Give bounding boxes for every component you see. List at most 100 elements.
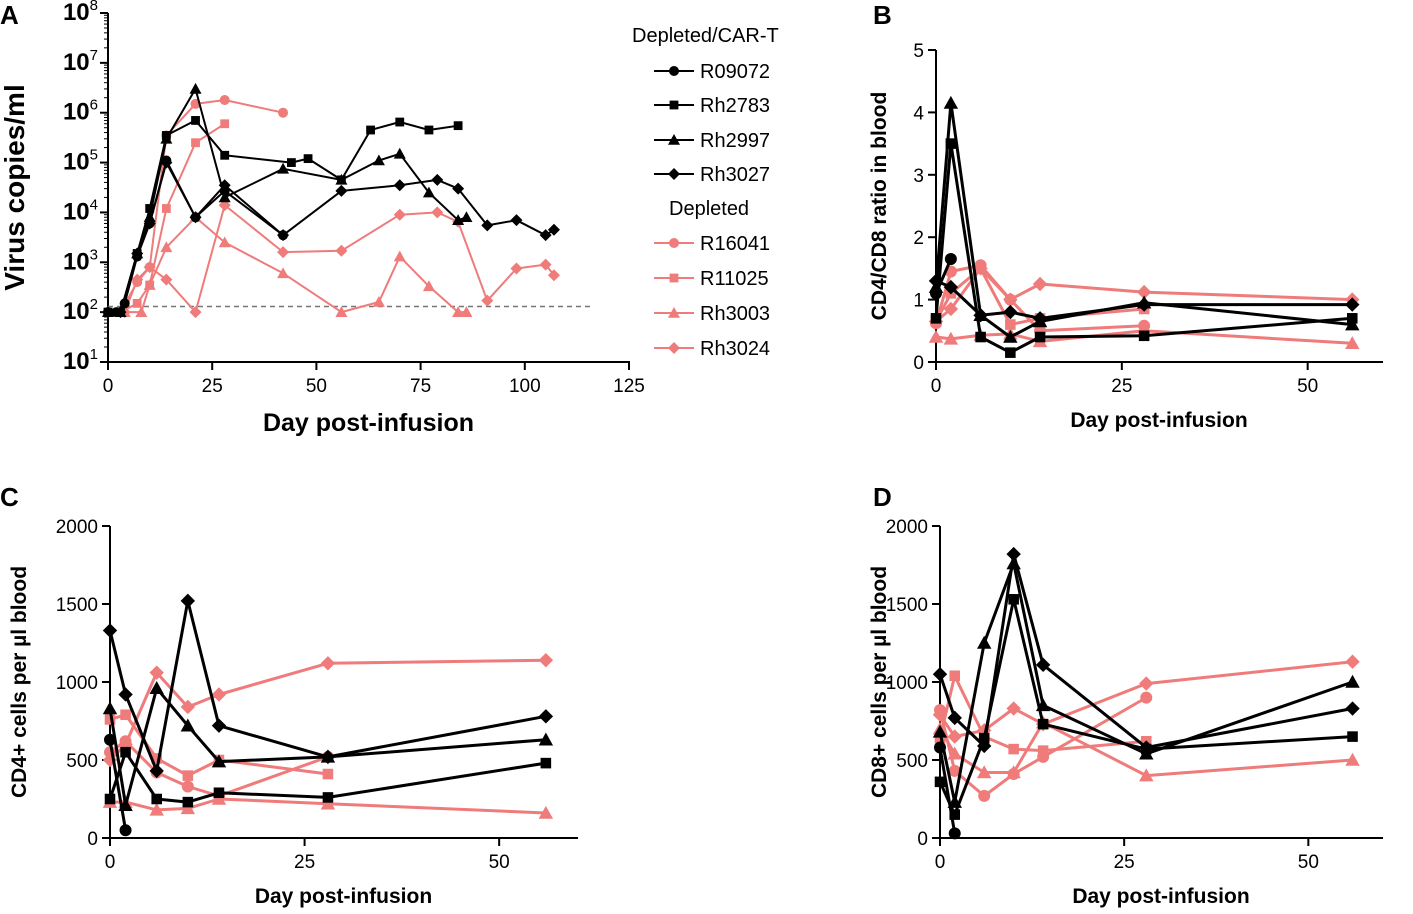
panel-d-point-r16041 bbox=[948, 764, 961, 777]
panel-b-x-tick-label: 0 bbox=[931, 376, 942, 397]
panel-c-x-axis-title: Day post-infusion bbox=[255, 885, 432, 908]
panel-c-point-r11025 bbox=[322, 768, 334, 780]
panel-d-point-r16041 bbox=[978, 789, 991, 802]
panel-d-point-rh2997 bbox=[947, 794, 962, 808]
panel-c-point-rh2783 bbox=[120, 746, 131, 758]
panel-a-point-r16041 bbox=[219, 94, 230, 105]
panel-d-y-tick-label: 0 bbox=[917, 829, 928, 850]
panel-a-x-tick-label: 50 bbox=[306, 376, 327, 397]
panel-a-x-tick-label: 25 bbox=[202, 376, 223, 397]
panel-a-y-tick-label: 106 bbox=[63, 97, 98, 126]
panel-a-point-rh2997 bbox=[422, 186, 435, 198]
panel-d-point-rh3027 bbox=[932, 667, 948, 682]
legend-symbol-r09072-marker bbox=[669, 66, 679, 76]
panel-c-point-rh3003 bbox=[149, 802, 164, 816]
panel-c-point-rh2997 bbox=[180, 718, 196, 732]
panel-a-y-tick-label: 104 bbox=[63, 196, 98, 225]
panel-c-series-rh2783 bbox=[104, 746, 552, 808]
panel-a-series-rh3027 bbox=[102, 156, 560, 319]
panel-c-point-rh3003 bbox=[211, 791, 227, 805]
panel-a-point-rh3027 bbox=[143, 217, 156, 230]
panel-d-point-rh2997 bbox=[932, 724, 948, 738]
panel-d-point-rh3003 bbox=[977, 765, 992, 779]
panel-a-point-r11025 bbox=[161, 204, 171, 213]
panel-a-point-rh3027 bbox=[510, 214, 523, 227]
panel-b-point-rh3003 bbox=[1345, 336, 1360, 350]
panel-b-point-rh3024 bbox=[1136, 284, 1152, 300]
panel-c-x-tick-label: 50 bbox=[489, 852, 510, 873]
panel-d-line-r16041 bbox=[938, 696, 1148, 798]
panel-c-line-rh2997 bbox=[108, 686, 547, 807]
legend-symbol-rh3027-marker bbox=[668, 168, 680, 180]
panel-c-point-rh3027 bbox=[118, 687, 133, 702]
panel-a-point-rh3027 bbox=[539, 229, 552, 242]
panel-a-point-rh3024 bbox=[160, 273, 173, 286]
panel-d-point-rh3024 bbox=[932, 707, 948, 722]
panel-c-point-rh2783 bbox=[182, 796, 194, 808]
panel-c-point-rh3024 bbox=[538, 652, 554, 668]
panel-c-point-rh3024 bbox=[149, 665, 164, 680]
panel-a-y-tick-label: 101 bbox=[63, 346, 98, 375]
panel-b-y-tick-label: 3 bbox=[913, 166, 924, 187]
panel-c-y-tick-label: 0 bbox=[87, 829, 98, 850]
panel-c-point-r16041 bbox=[181, 780, 194, 793]
panel-a-point-rh3003 bbox=[372, 295, 385, 307]
panel-b-point-rh2997 bbox=[1345, 317, 1360, 331]
legend-symbol-r11025-marker bbox=[669, 273, 679, 283]
panel-a-series-r11025 bbox=[103, 119, 230, 317]
panel-a-point-rh2783 bbox=[145, 204, 155, 213]
panel-c-y-axis-title: CD4+ cells per µl blood bbox=[8, 566, 31, 798]
panel-a-y-tick-label: 102 bbox=[63, 296, 98, 325]
panel-a-point-rh2997 bbox=[372, 154, 385, 166]
panel-c-y-tick-label: 1000 bbox=[56, 673, 98, 694]
panel-d-point-r09072 bbox=[948, 827, 961, 840]
panel-b-point-rh3027 bbox=[928, 273, 944, 289]
panel-c-point-r11025 bbox=[182, 770, 194, 781]
legend-label-rh2783: Rh2783 bbox=[700, 95, 770, 117]
panel-c-x-tick-label: 0 bbox=[105, 852, 116, 873]
panel-a-point-rh3003 bbox=[277, 267, 290, 279]
panel-b-point-r09072 bbox=[944, 253, 957, 266]
panel-d-point-rh2783 bbox=[1347, 731, 1358, 742]
legend-label-rh3027: Rh3027 bbox=[700, 164, 770, 186]
legend-symbol-r16041-marker bbox=[669, 238, 679, 248]
panel-c-point-rh2997 bbox=[149, 681, 164, 694]
panel-a-line-rh2783 bbox=[108, 119, 459, 314]
panel-c-point-rh2783 bbox=[151, 793, 162, 805]
panel-a-point-rh2997 bbox=[143, 211, 156, 223]
panel-a-y-tick-label: 107 bbox=[63, 47, 98, 76]
panel-b-point-rh3027 bbox=[1003, 304, 1018, 320]
panel-a-point-rh3024 bbox=[431, 206, 444, 219]
panel-a-point-rh3027 bbox=[218, 179, 231, 192]
panel-c-point-r11025 bbox=[151, 753, 162, 764]
panel-d-point-rh3024 bbox=[1006, 701, 1021, 716]
legend-symbol-rh3024-marker bbox=[668, 342, 680, 354]
panel-a-point-rh3027 bbox=[393, 179, 406, 192]
panel-a-x-axis-title: Day post-infusion bbox=[263, 409, 474, 437]
panel-d-x-axis-title: Day post-infusion bbox=[1072, 885, 1249, 908]
panel-b-y-tick-label: 5 bbox=[913, 41, 924, 62]
panel-d-point-rh3027 bbox=[1139, 740, 1154, 755]
panel-c-x-tick-label: 25 bbox=[294, 852, 315, 873]
panel-c-point-rh2997 bbox=[538, 732, 554, 746]
panel-a-point-rh3024 bbox=[547, 269, 560, 282]
panel-c-point-rh2783 bbox=[213, 787, 225, 799]
panel-c-series-rh3027 bbox=[102, 593, 554, 779]
panel-d-point-r11025 bbox=[1037, 745, 1049, 756]
panel-d-y-tick-label: 1500 bbox=[886, 595, 928, 616]
legend-label-rh3003: Rh3003 bbox=[700, 303, 770, 325]
panel-d-point-rh2783 bbox=[949, 809, 961, 820]
panel-d-point-rh2997 bbox=[1035, 698, 1051, 712]
panel-a-y-tick-label: 103 bbox=[63, 246, 98, 275]
panel-d-series-rh3027 bbox=[932, 546, 1360, 755]
panel-d-point-rh3024 bbox=[947, 729, 962, 744]
panel-a-y-axis-title: Virus copies/ml bbox=[0, 84, 30, 290]
panel-c-series-r09072 bbox=[104, 733, 132, 837]
panel-c-point-rh2783 bbox=[104, 793, 116, 805]
panel-a-point-rh3024 bbox=[539, 258, 552, 271]
panel-a-point-r11025 bbox=[220, 119, 230, 129]
panel-a-point-rh2997 bbox=[393, 147, 406, 159]
panel-a-point-rh3024 bbox=[481, 294, 494, 307]
